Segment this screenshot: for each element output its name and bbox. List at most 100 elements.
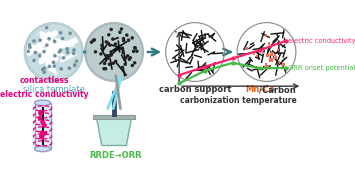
Circle shape [108, 34, 110, 36]
Circle shape [101, 44, 103, 46]
Bar [266, 54, 269, 57]
Text: contactless: contactless [20, 76, 69, 85]
Circle shape [39, 110, 42, 114]
Circle shape [127, 55, 129, 57]
Circle shape [46, 44, 48, 46]
Circle shape [48, 38, 50, 40]
Circle shape [73, 49, 75, 51]
Circle shape [76, 60, 78, 62]
Circle shape [131, 37, 133, 39]
Circle shape [129, 57, 131, 59]
Circle shape [237, 23, 296, 81]
Text: ORR onset potential: ORR onset potential [288, 65, 355, 71]
Circle shape [100, 53, 102, 55]
Circle shape [124, 63, 126, 65]
Text: silica template: silica template [23, 85, 84, 94]
Bar [269, 58, 273, 62]
Bar [252, 53, 255, 55]
Circle shape [74, 64, 76, 67]
Bar [268, 42, 270, 45]
Bar [262, 52, 264, 54]
Bar [278, 60, 280, 63]
Circle shape [45, 26, 48, 29]
Circle shape [58, 51, 60, 53]
Circle shape [69, 32, 71, 34]
Circle shape [122, 51, 124, 53]
Bar [264, 34, 267, 37]
Circle shape [62, 57, 65, 59]
Circle shape [126, 34, 128, 36]
Circle shape [53, 65, 55, 67]
Text: carbonization temperature: carbonization temperature [180, 96, 297, 105]
Circle shape [29, 46, 31, 48]
Circle shape [91, 41, 93, 43]
Circle shape [43, 124, 46, 127]
Bar [277, 49, 279, 51]
Circle shape [109, 44, 111, 46]
Bar [275, 56, 277, 59]
Bar [273, 57, 275, 59]
Circle shape [87, 25, 141, 79]
Circle shape [27, 50, 29, 53]
Circle shape [134, 47, 136, 49]
Text: electric conductivity: electric conductivity [0, 90, 88, 99]
Ellipse shape [35, 146, 50, 152]
Circle shape [92, 40, 94, 42]
Circle shape [43, 67, 45, 69]
Text: RRDE→ORR: RRDE→ORR [89, 151, 142, 160]
Circle shape [104, 62, 106, 64]
Circle shape [106, 55, 108, 57]
Circle shape [84, 23, 143, 81]
Circle shape [61, 37, 64, 40]
Circle shape [48, 65, 50, 67]
Circle shape [134, 62, 136, 64]
Circle shape [105, 41, 107, 43]
Circle shape [54, 40, 56, 43]
Bar [256, 54, 258, 57]
Text: carbon support: carbon support [159, 85, 231, 94]
Circle shape [39, 39, 41, 41]
Circle shape [33, 59, 35, 62]
Circle shape [72, 52, 75, 55]
Circle shape [128, 58, 130, 60]
Bar [42, 107, 44, 145]
Circle shape [40, 135, 43, 138]
Circle shape [40, 131, 44, 134]
Text: Mn-Co: Mn-Co [245, 85, 275, 94]
Circle shape [53, 61, 55, 64]
Circle shape [121, 47, 124, 49]
Circle shape [40, 136, 44, 139]
Circle shape [131, 64, 133, 67]
Circle shape [105, 68, 107, 70]
Bar [35, 103, 50, 149]
Text: /Carbon: /Carbon [259, 85, 296, 94]
Circle shape [60, 68, 62, 70]
Circle shape [66, 48, 68, 50]
Circle shape [109, 63, 110, 65]
Circle shape [166, 23, 224, 81]
Circle shape [34, 51, 37, 54]
Bar [270, 52, 273, 56]
Circle shape [123, 40, 125, 42]
Polygon shape [97, 118, 131, 145]
Circle shape [43, 132, 47, 135]
Circle shape [54, 55, 56, 57]
Circle shape [38, 55, 41, 57]
Circle shape [115, 60, 117, 62]
Circle shape [68, 67, 71, 69]
Circle shape [109, 55, 111, 57]
Circle shape [73, 64, 76, 66]
Circle shape [121, 67, 123, 69]
Circle shape [42, 122, 45, 125]
Circle shape [112, 62, 114, 64]
Circle shape [122, 38, 125, 40]
Bar [245, 46, 248, 50]
Circle shape [93, 39, 95, 41]
Circle shape [24, 23, 83, 81]
Circle shape [102, 46, 104, 48]
Circle shape [132, 50, 135, 52]
Bar [265, 65, 269, 69]
Circle shape [107, 42, 109, 44]
Circle shape [107, 57, 109, 60]
Bar [274, 54, 276, 56]
